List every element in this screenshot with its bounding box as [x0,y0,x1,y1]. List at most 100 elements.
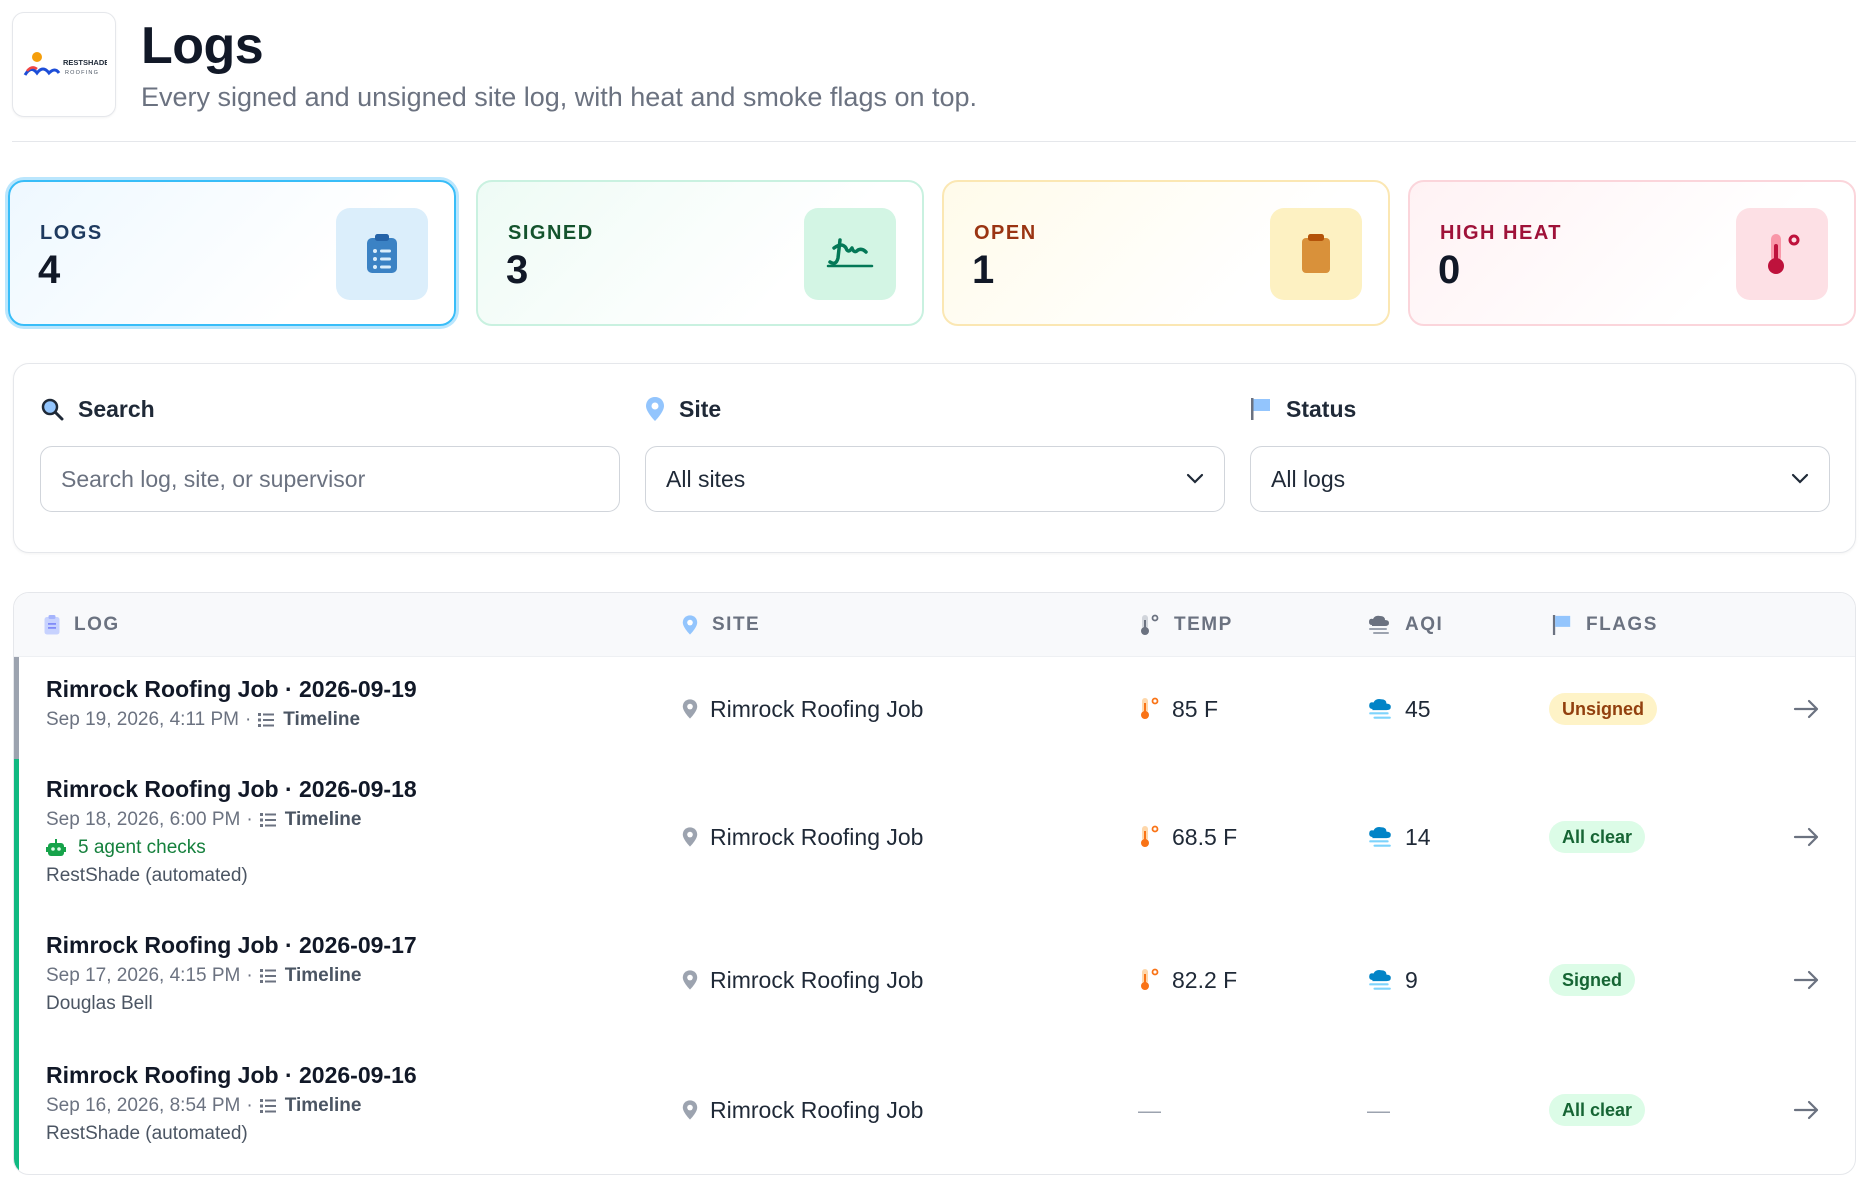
log-cell: Rimrock Roofing Job · 2026-09-16 Sep 16,… [46,1060,417,1148]
meta-separator: · [246,1095,253,1116]
arrow-right-icon[interactable] [1792,697,1822,721]
column-header-temp[interactable]: TEMP [1138,593,1233,657]
meta-separator: · [246,809,253,830]
site-cell: Rimrock Roofing Job [682,1094,923,1126]
logo-mark-icon: RESTSHADE ROOFING [23,52,107,76]
log-date: Sep 19, 2026, 4:11 PM [46,709,239,730]
aqi-cell: 14 [1367,821,1431,853]
status-badge: All clear [1549,1094,1646,1126]
timeline-icon [258,713,275,727]
log-title: Rimrock Roofing Job · 2026-09-16 [46,1062,417,1088]
supervisor-name: RestShade (automated) [46,1123,248,1144]
page-header: RESTSHADE ROOFING Logs Every signed and … [12,12,1856,142]
flag-icon [1552,615,1571,635]
timeline-link[interactable]: Timeline [259,1092,361,1120]
search-filter: Search [40,394,620,512]
stat-card-high-heat[interactable]: HIGH HEAT 0 [1408,180,1856,326]
column-header-flags[interactable]: FLAGS [1552,593,1658,657]
log-meta: Sep 16, 2026, 8:54 PM · Timeline [46,1092,417,1120]
map-pin-icon [682,615,698,635]
log-cell: Rimrock Roofing Job · 2026-09-18 Sep 18,… [46,774,417,890]
log-date: Sep 18, 2026, 6:00 PM [46,809,241,830]
log-meta: Sep 17, 2026, 4:15 PM · Timeline [46,962,417,990]
thermometer-icon [1736,208,1828,300]
site-filter: Site All sites [645,394,1225,512]
page-subtitle: Every signed and unsigned site log, with… [141,82,978,112]
table-row[interactable]: Rimrock Roofing Job · 2026-09-16 Sep 16,… [14,1046,1855,1174]
stat-card-logs[interactable]: LOGS 4 [8,180,456,326]
stat-value: 3 [506,248,529,292]
arrow-right-icon[interactable] [1792,1098,1822,1122]
flag-icon [1251,398,1270,420]
log-date: Sep 17, 2026, 4:15 PM [46,965,241,986]
stat-value: 4 [38,248,61,292]
smoke-cloud-icon [1369,827,1391,847]
log-title: Rimrock Roofing Job · 2026-09-18 [46,776,417,802]
row-status-bar [14,759,19,916]
status-filter: Status All logs [1250,394,1830,512]
log-date: Sep 16, 2026, 8:54 PM [46,1095,241,1116]
meta-separator: · [246,965,253,986]
column-header-log[interactable]: LOG [44,593,120,657]
temp-cell: 68.5 F [1138,821,1237,853]
site-label: Site [645,394,1225,424]
stat-card-open[interactable]: OPEN 1 [942,180,1390,326]
smoke-cloud-icon [1369,615,1389,634]
signature-icon [804,208,896,300]
table-row[interactable]: Rimrock Roofing Job · 2026-09-17 Sep 17,… [14,916,1855,1046]
logs-table: LOG SITE TEMP AQI [13,592,1856,1175]
search-icon [41,398,64,421]
site-cell: Rimrock Roofing Job [682,964,923,996]
chevron-down-icon [1186,473,1204,484]
table-header: LOG SITE TEMP AQI [14,593,1855,657]
logo-text-secondary: ROOFING [65,70,99,76]
clipboard-icon [336,208,428,300]
map-pin-icon [682,699,698,719]
arrow-right-icon[interactable] [1792,825,1822,849]
supervisor-name: RestShade (automated) [46,865,248,886]
stat-card-signed[interactable]: SIGNED 3 [476,180,924,326]
stat-value: 1 [972,248,995,292]
search-label: Search [40,394,620,424]
company-logo[interactable]: RESTSHADE ROOFING [12,12,116,117]
arrow-right-icon[interactable] [1792,968,1822,992]
row-status-bar [14,916,19,1046]
agent-checks[interactable]: 5 agent checks [46,834,417,862]
log-cell: Rimrock Roofing Job · 2026-09-17 Sep 17,… [46,930,417,1018]
column-header-site[interactable]: SITE [682,593,760,657]
logo-text-primary: RESTSHADE [63,58,107,67]
aqi-cell: — [1367,1096,1390,1123]
timeline-icon [259,1099,276,1113]
site-select[interactable]: All sites [645,446,1225,512]
status-select[interactable]: All logs [1250,446,1830,512]
aqi-cell: 9 [1367,964,1418,996]
search-input[interactable] [40,446,620,512]
clipboard-icon [44,615,60,635]
thermometer-icon [1141,697,1159,719]
map-pin-icon [682,1100,698,1120]
smoke-cloud-icon [1369,970,1391,990]
status-label: Status [1250,394,1830,424]
chevron-down-icon [1791,473,1809,484]
column-header-aqi[interactable]: AQI [1367,593,1443,657]
log-title: Rimrock Roofing Job · 2026-09-17 [46,932,417,958]
status-badge: All clear [1549,821,1646,853]
timeline-icon [259,813,276,827]
stat-value: 0 [1438,248,1461,292]
aqi-cell: 45 [1367,693,1431,725]
robot-icon [46,839,66,856]
thermometer-icon [1141,968,1159,990]
meta-separator: · [244,709,252,730]
stat-label: LOGS [40,222,103,244]
table-row[interactable]: Rimrock Roofing Job · 2026-09-18 Sep 18,… [14,759,1855,916]
status-badge: Unsigned [1549,693,1658,725]
timeline-link[interactable]: Timeline [257,706,360,734]
row-status-bar [14,657,19,759]
timeline-link[interactable]: Timeline [259,962,361,990]
map-pin-icon [682,970,698,990]
filter-panel: Search Site All sites Status A [13,363,1856,553]
log-meta: Sep 18, 2026, 6:00 PM · Timeline [46,806,417,834]
table-row[interactable]: Rimrock Roofing Job · 2026-09-19 Sep 19,… [14,657,1855,759]
timeline-link[interactable]: Timeline [259,806,361,834]
smoke-cloud-icon [1369,699,1391,719]
